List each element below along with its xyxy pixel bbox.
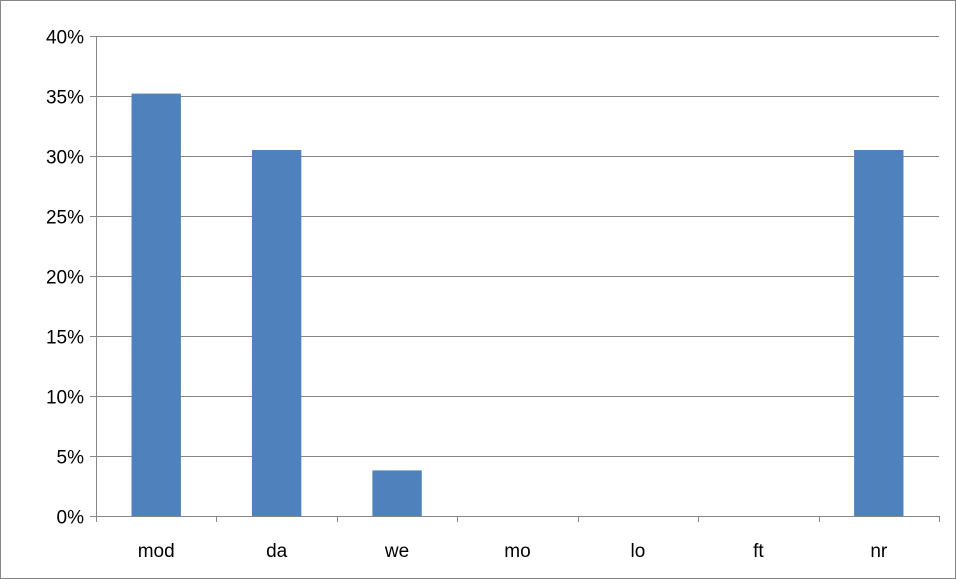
x-tick-label: lo — [631, 541, 646, 562]
x-tick-label: nr — [870, 541, 888, 562]
x-tick-label: da — [266, 541, 288, 562]
y-tick-label: 40% — [46, 28, 84, 49]
bars — [131, 93, 904, 516]
bar-nr — [854, 150, 904, 516]
x-tick-label: mo — [504, 541, 530, 562]
tick-labels: 0% 5% 10% 15% 20% 25% 30% 35% 40% mod da we mo lo ft nr — [46, 28, 888, 563]
y-tick-label: 10% — [46, 388, 84, 409]
y-tick-label: 35% — [46, 88, 84, 109]
bar-da — [251, 150, 302, 516]
x-tick-label: ft — [753, 541, 764, 562]
y-tick-label: 25% — [46, 208, 84, 229]
x-tick-label: we — [384, 541, 409, 562]
axes — [90, 36, 940, 522]
y-tick-label: 5% — [57, 448, 85, 469]
bar-mod — [131, 93, 181, 516]
y-tick-label: 20% — [46, 268, 84, 289]
y-tick-label: 30% — [46, 148, 84, 169]
y-tick-label: 0% — [57, 508, 85, 529]
y-tick-label: 15% — [46, 328, 84, 349]
x-tick-label: mod — [138, 541, 175, 562]
gridlines — [96, 36, 939, 457]
bar-we — [372, 470, 422, 516]
